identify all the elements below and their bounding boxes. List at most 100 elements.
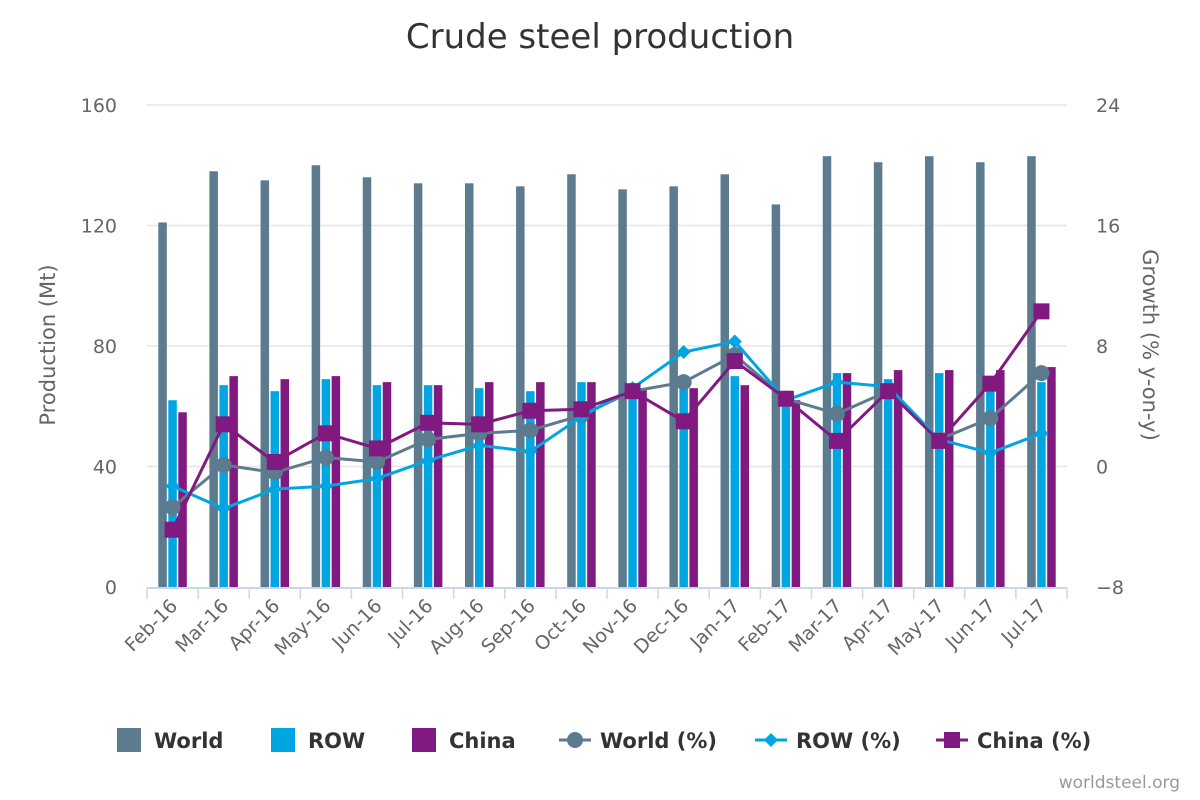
point-china[interactable] [522, 402, 539, 419]
bar-china[interactable] [791, 400, 801, 587]
legend-item-row[interactable]: ROW [271, 728, 365, 753]
point-china[interactable] [982, 375, 999, 392]
bar-world[interactable] [873, 162, 883, 588]
point-china[interactable] [829, 432, 845, 449]
bar-china[interactable] [740, 385, 750, 587]
point-world[interactable] [317, 449, 334, 466]
bar-china[interactable] [996, 370, 1005, 587]
bar-row[interactable] [526, 391, 535, 587]
bar-row[interactable] [934, 373, 944, 587]
bar-world[interactable] [311, 165, 321, 587]
bar-row[interactable] [730, 376, 740, 587]
point-china[interactable] [471, 416, 488, 433]
bar-world[interactable] [464, 183, 474, 587]
point-row[interactable] [318, 479, 333, 494]
point-china[interactable] [777, 390, 794, 407]
bar-row[interactable] [219, 385, 228, 587]
bar-china[interactable] [587, 382, 596, 587]
bar-row[interactable] [883, 379, 893, 587]
bar-world[interactable] [260, 180, 270, 587]
point-china[interactable] [624, 383, 641, 400]
bar-china[interactable] [536, 382, 545, 587]
bar-china[interactable] [1047, 367, 1056, 587]
point-world[interactable] [420, 431, 437, 448]
line-china[interactable] [171, 310, 1043, 531]
point-row[interactable] [727, 334, 742, 349]
bar-world[interactable] [567, 174, 576, 587]
bar-row[interactable] [986, 379, 995, 587]
bar-row[interactable] [679, 382, 688, 587]
bar-china[interactable] [638, 388, 647, 587]
line-row[interactable] [171, 339, 1042, 511]
legend-item-row[interactable]: ROW (%) [755, 729, 901, 753]
bar-china[interactable] [280, 379, 290, 587]
bar-world[interactable] [1027, 156, 1036, 587]
bar-world[interactable] [516, 186, 525, 587]
bar-china[interactable] [842, 373, 852, 587]
bar-world[interactable] [618, 189, 627, 587]
point-china[interactable] [675, 413, 692, 430]
point-row[interactable] [676, 345, 691, 360]
legend-item-china[interactable]: China (%) [936, 729, 1091, 753]
bar-world[interactable] [669, 186, 678, 587]
point-row[interactable] [421, 453, 436, 468]
bar-world[interactable] [976, 162, 985, 588]
bar-row[interactable] [423, 385, 433, 587]
bar-row[interactable] [577, 382, 586, 587]
point-row[interactable] [523, 444, 538, 459]
bar-world[interactable] [158, 222, 167, 588]
point-china[interactable] [215, 416, 232, 433]
point-world[interactable] [522, 422, 539, 439]
bar-china[interactable] [331, 376, 341, 587]
point-row[interactable] [267, 482, 282, 497]
point-china[interactable] [573, 401, 590, 418]
bar-row[interactable] [168, 400, 177, 587]
bar-china[interactable] [229, 376, 238, 587]
point-china[interactable] [164, 521, 181, 538]
point-world[interactable] [215, 456, 232, 473]
bar-world[interactable] [209, 171, 218, 587]
bar-row[interactable] [628, 391, 637, 587]
point-china[interactable] [726, 353, 743, 370]
point-world[interactable] [675, 374, 692, 391]
point-world[interactable] [164, 499, 181, 516]
point-china[interactable] [1033, 303, 1050, 320]
line-world[interactable] [171, 353, 1043, 509]
point-row[interactable] [983, 445, 998, 460]
point-row[interactable] [165, 479, 180, 494]
bar-china[interactable] [689, 388, 698, 587]
bar-world[interactable] [720, 174, 730, 587]
point-row[interactable] [830, 375, 844, 390]
point-china[interactable] [266, 453, 283, 470]
bar-row[interactable] [372, 385, 382, 587]
legend-item-china[interactable]: China [412, 728, 516, 753]
point-china[interactable] [880, 383, 897, 400]
point-row[interactable] [472, 438, 487, 453]
point-china[interactable] [369, 440, 385, 457]
point-row[interactable] [1034, 426, 1049, 441]
legend-marker[interactable] [944, 732, 960, 748]
bar-row[interactable] [781, 394, 791, 587]
legend-marker[interactable] [764, 733, 778, 747]
point-world[interactable] [369, 453, 385, 470]
point-china[interactable] [317, 425, 334, 442]
credit-text[interactable]: worldsteel.org [1059, 773, 1180, 793]
bar-china[interactable] [484, 382, 494, 587]
bar-china[interactable] [944, 370, 954, 587]
bar-china[interactable] [893, 370, 903, 587]
bar-world[interactable] [362, 177, 372, 588]
bar-world[interactable] [771, 204, 781, 587]
point-china[interactable] [420, 414, 437, 431]
point-world[interactable] [829, 405, 845, 422]
bar-world[interactable] [924, 156, 934, 587]
point-row[interactable] [216, 501, 231, 516]
point-world[interactable] [982, 410, 999, 427]
bar-world[interactable] [413, 183, 423, 587]
bar-row[interactable] [832, 373, 842, 587]
legend[interactable]: World ROW China World (%) ROW (%) China (%) [117, 728, 1091, 753]
bar-row[interactable] [474, 388, 484, 587]
point-china[interactable] [931, 432, 948, 449]
bar-world[interactable] [822, 156, 832, 587]
bar-row[interactable] [1037, 382, 1046, 587]
bar-china[interactable] [433, 385, 443, 587]
